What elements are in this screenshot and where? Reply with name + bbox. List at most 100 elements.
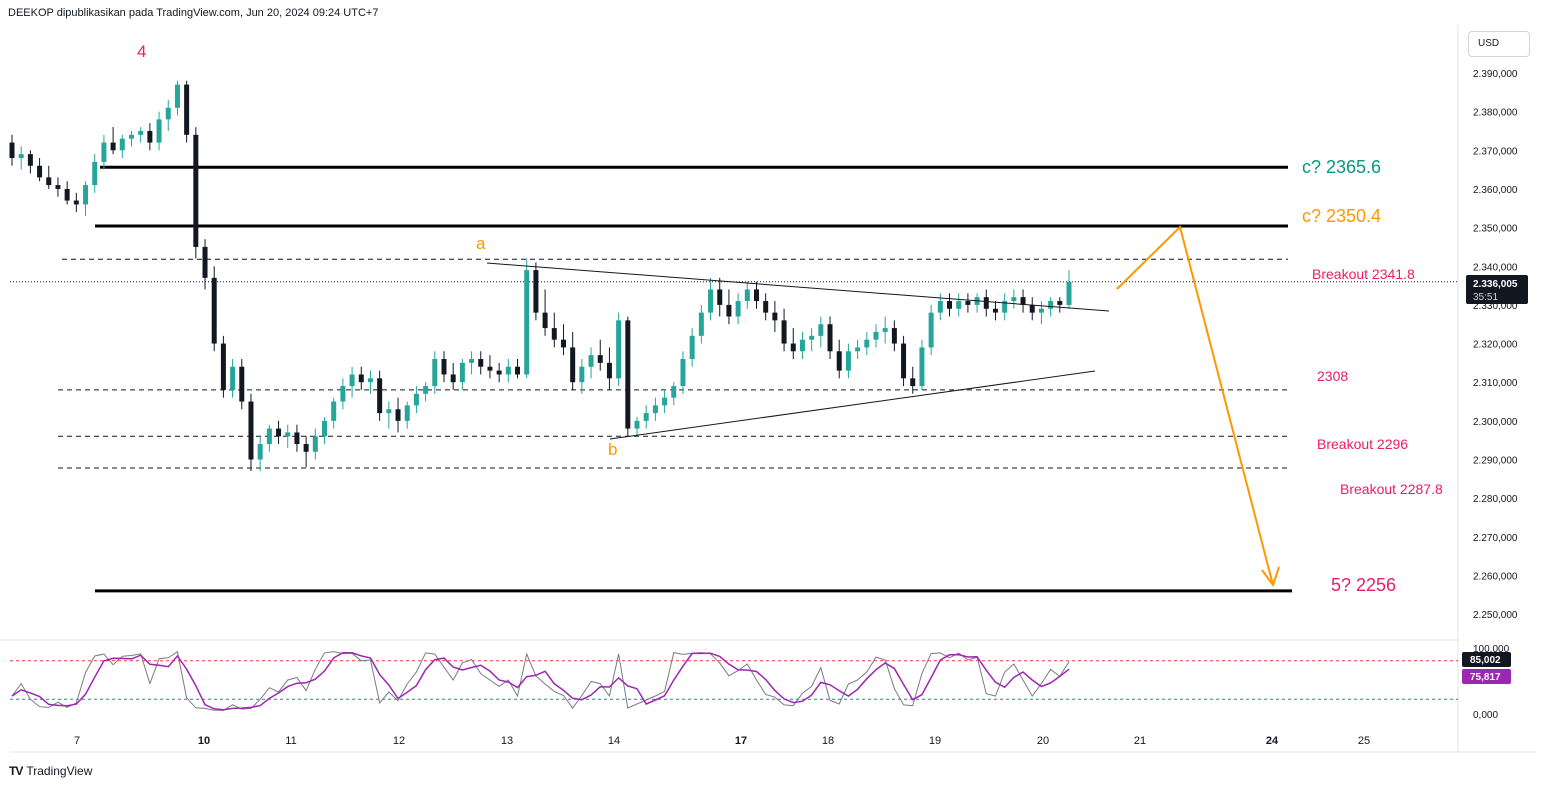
candle-body [560,339,566,348]
candle-body [184,84,190,135]
price-tick-label: 2.250,000 [1473,610,1518,621]
candle-body [266,428,272,445]
candle-body [735,301,741,317]
candle-body [698,312,704,336]
wave-b-label: b [608,440,617,459]
candle-body [505,366,511,375]
candle-body [689,335,695,360]
time-tick-label: 19 [929,735,941,747]
candle-body [753,289,759,302]
tradingview-logo: TV TradingView [9,764,92,778]
candle-body [395,409,401,421]
current-price-tag [1466,275,1528,304]
stochastic-pane [10,650,1458,711]
candle-body [551,328,557,340]
price-tick-label: 2.390,000 [1473,69,1518,80]
stoch-d-line [11,651,1070,711]
candle-body [423,386,429,394]
candle-body [1020,297,1026,305]
price-tick-label: 2.270,000 [1473,533,1518,544]
candle-body [662,397,668,406]
price-tick-label: 2.380,000 [1473,108,1518,119]
price-tick-label: 2.280,000 [1473,494,1518,505]
candle-body [680,359,686,387]
candle-body [312,436,318,452]
time-tick-label: 12 [393,735,405,747]
candle-body [671,386,677,398]
time-tick-label: 11 [285,735,296,747]
candle-body [147,130,153,143]
candle-body [625,320,631,429]
target-5-label: 5? 2256 [1331,575,1396,595]
triangle-lower-line [609,370,1096,440]
chart-annotations: 4 a b c? 2365.6 c? 2350.4 Breakout 2341.8 2308… [137,42,1443,595]
candle-body [220,343,226,390]
candle-body [873,331,879,340]
stoch-tick-label: 100,000 [1473,644,1510,655]
price-tick-label: 2.290,000 [1473,456,1518,467]
candle-body [276,428,282,437]
candle-body [404,405,410,421]
candle-body [230,366,236,390]
candle-body [744,289,750,302]
candle-body [165,107,171,120]
candle-body [239,366,245,402]
candle-body [763,301,769,313]
candle-body [799,339,805,352]
candle-body [781,320,787,344]
candle-body [882,328,888,332]
target-c-high-label: c? 2365.6 [1302,157,1381,177]
chart-axes: 2.390,000 2.380,000 2.370,000 2.360,000 2.35… [74,69,1528,747]
candle-body [156,119,162,143]
candle-body [1038,308,1044,313]
time-tick-label: 10 [198,735,210,747]
candle-body [947,301,953,309]
stoch-d-tag [1462,669,1511,684]
candle-body [487,366,493,371]
wave-a-label: a [476,234,486,253]
time-tick-label: 25 [1358,735,1370,747]
candle-body [570,347,576,383]
price-tick-label: 2.260,000 [1473,571,1518,582]
price-tick-label: 2.310,000 [1473,378,1518,389]
time-tick-label: 14 [608,735,620,747]
price-tick-label: 2.320,000 [1473,340,1518,351]
candle-body [377,378,383,414]
candle-body [478,359,484,367]
price-tick-label: 2.370,000 [1473,146,1518,157]
candles [9,80,1072,472]
candle-body [901,343,907,379]
candle-body [73,200,79,205]
price-countdown: 35:51 [1473,292,1498,303]
candle-body [588,355,594,367]
candle-body [367,378,373,383]
candle-body [1057,301,1063,305]
candle-body [92,161,98,186]
candle-body [9,142,15,159]
level-2308-label: 2308 [1317,368,1348,384]
projection-path [1116,225,1274,586]
time-tick-label: 7 [74,735,80,747]
candle-body [919,347,925,387]
currency-button[interactable]: USD [1468,31,1530,57]
candle-body [818,324,824,336]
candle-body [119,138,125,151]
triangle-upper-line [486,262,1110,312]
candle-body [128,134,134,139]
candle-body [643,413,649,421]
breakout-2287-label: Breakout 2287.8 [1340,481,1443,497]
candle-body [413,393,419,406]
candle-body [322,420,328,437]
candle-body [542,312,548,329]
candle-body [855,347,861,352]
candle-body [496,370,502,375]
candle-body [983,297,989,309]
candle-body [937,301,943,313]
candle-body [1048,301,1054,309]
current-price-value: 2.336,005 [1473,279,1518,290]
target-c-low-label: c? 2350.4 [1302,206,1381,226]
candle-body [64,188,70,201]
candle-body [836,351,842,371]
candle-body [910,378,916,387]
